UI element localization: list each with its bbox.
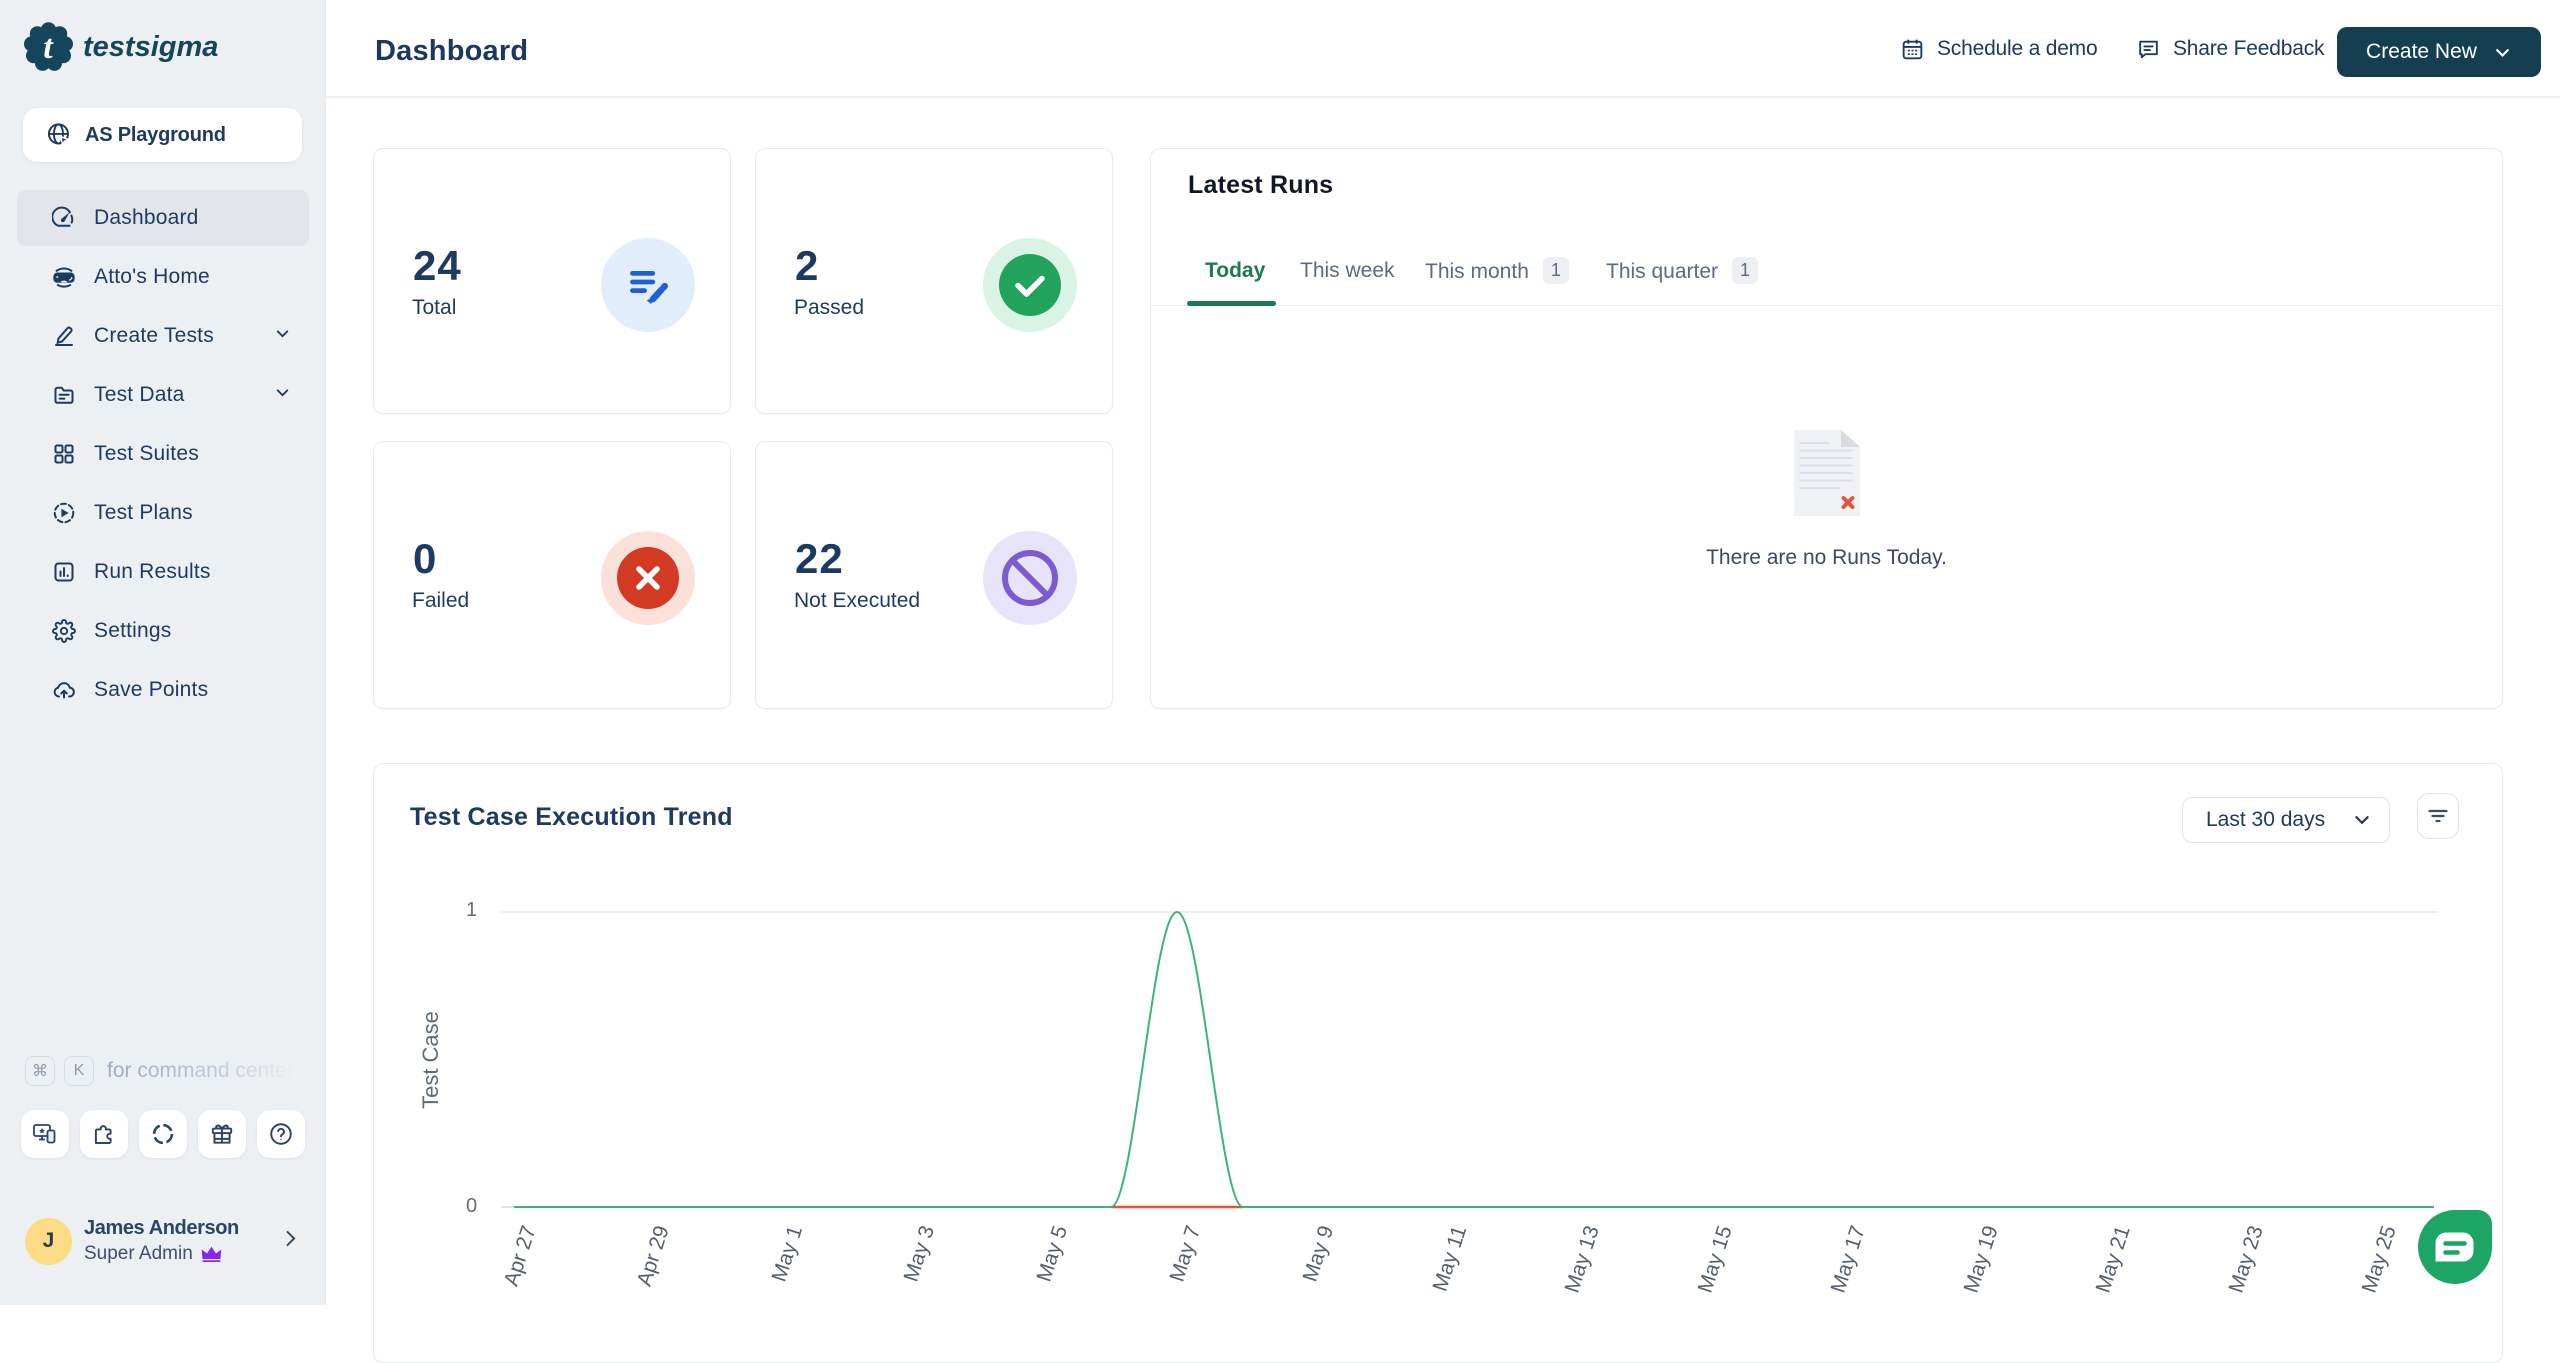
svg-text:t: t — [43, 29, 54, 66]
